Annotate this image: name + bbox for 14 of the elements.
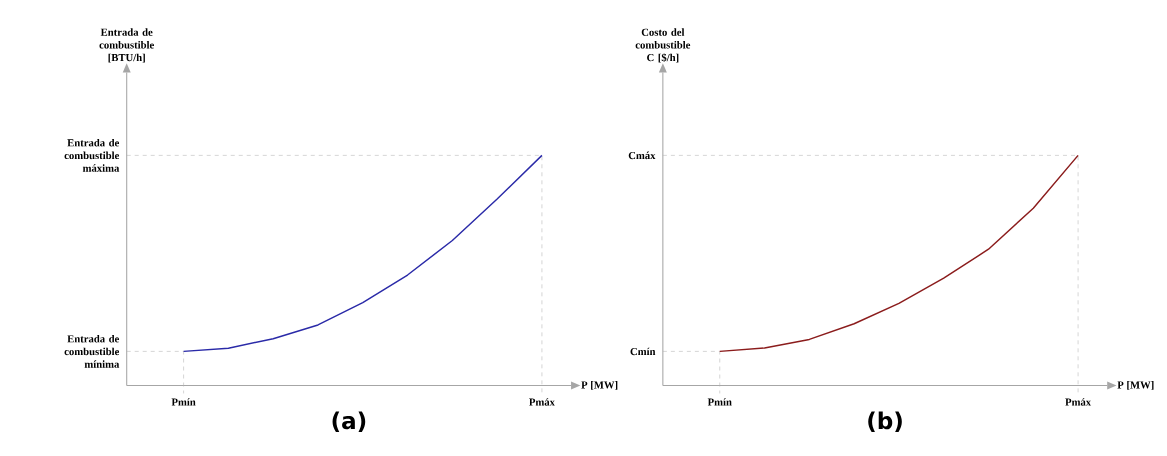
ref-line-label: Entrada de combustible mínima	[64, 334, 120, 368]
y-axis-title: Costo del combustible C [$/h]	[635, 28, 691, 63]
ref-line-label: Cmáx	[628, 151, 656, 160]
ref-line-label: Entrada de combustible máxima	[64, 138, 120, 172]
y-axis-title: Entrada de combustible [BTU/h]	[99, 28, 154, 63]
x-tick-label: Pmáx	[1065, 398, 1092, 406]
x-tick-label: Pmáx	[529, 398, 555, 406]
text: (a)	[332, 411, 366, 432]
x-axis-title: P [MW]	[581, 380, 618, 390]
x-axis-title: P [MW]	[1117, 380, 1154, 390]
ref-line-label: Cmín	[630, 347, 656, 356]
x-tick-label: Pmín	[707, 398, 732, 406]
x-tick-label: Pmín	[171, 398, 196, 406]
text: (b)	[868, 411, 902, 432]
